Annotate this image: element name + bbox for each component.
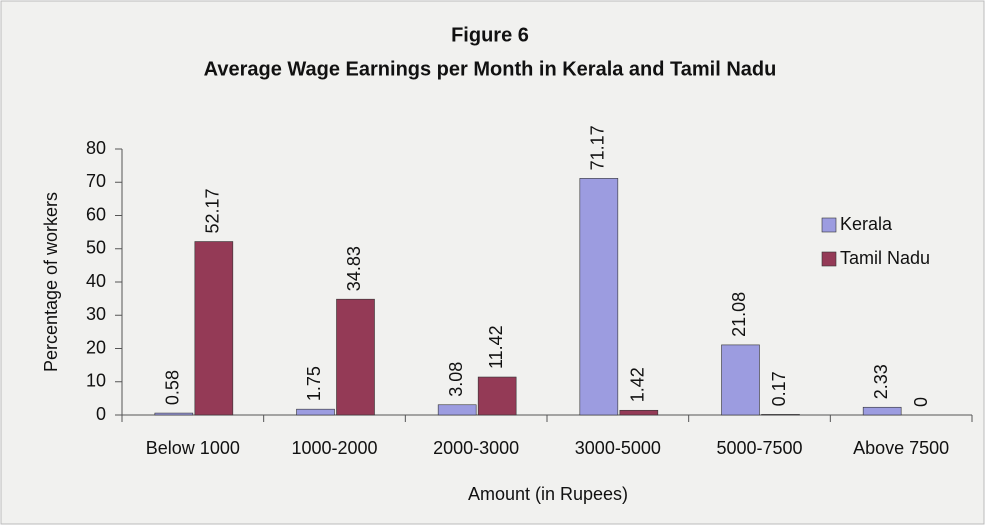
bar <box>862 406 902 416</box>
data-label: 0.17 <box>769 371 789 406</box>
bar <box>437 404 477 416</box>
data-label: 0.58 <box>163 370 183 405</box>
bar <box>761 414 800 416</box>
x-tick-label: 5000-7500 <box>716 438 802 458</box>
data-label: 0 <box>911 397 931 407</box>
y-axis-label: Percentage of workers <box>41 192 61 372</box>
y-tick-label: 30 <box>86 304 106 324</box>
bar <box>154 412 194 416</box>
legend-swatch <box>821 251 837 267</box>
bar <box>194 241 234 416</box>
chart-subtitle: Average Wage Earnings per Month in Keral… <box>204 58 777 80</box>
y-tick-label: 0 <box>96 404 106 424</box>
x-tick-label: 3000-5000 <box>575 438 661 458</box>
y-tick-label: 10 <box>86 371 106 391</box>
bar <box>721 344 760 416</box>
bar <box>336 298 375 416</box>
x-tick-label: 2000-3000 <box>433 438 519 458</box>
data-label: 34.83 <box>344 246 364 291</box>
bar <box>619 409 659 416</box>
data-label: 1.42 <box>628 367 648 402</box>
y-tick-label: 40 <box>86 271 106 291</box>
legend-swatch <box>821 217 837 233</box>
legend-label: Tamil Nadu <box>840 248 930 268</box>
data-label: 52.17 <box>203 188 223 233</box>
y-tick-label: 70 <box>86 171 106 191</box>
y-tick-label: 60 <box>86 204 106 224</box>
x-tick-label: Above 7500 <box>853 438 949 458</box>
y-tick-label: 50 <box>86 238 106 258</box>
data-label: 3.08 <box>446 362 466 397</box>
data-label: 11.42 <box>486 325 506 369</box>
x-tick-label: Below 1000 <box>146 438 240 458</box>
bar <box>477 376 517 416</box>
data-label: 2.33 <box>871 364 891 399</box>
x-axis-label: Amount (in Rupees) <box>468 484 628 504</box>
chart-title: Figure 6 <box>451 24 529 46</box>
x-tick-label: 1000-2000 <box>291 438 377 458</box>
bar <box>579 178 619 416</box>
data-label: 71.17 <box>588 125 608 170</box>
bar <box>296 408 335 416</box>
y-tick-label: 80 <box>86 138 106 158</box>
data-label: 1.75 <box>304 366 324 401</box>
data-label: 21.08 <box>729 292 749 337</box>
legend-label: Kerala <box>840 214 893 234</box>
y-tick-label: 20 <box>86 337 106 357</box>
